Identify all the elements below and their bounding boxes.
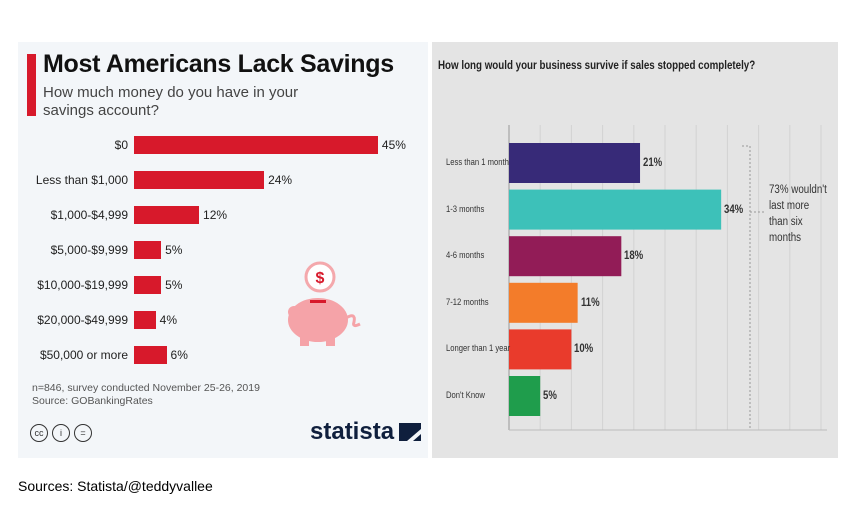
- bar: [509, 376, 541, 416]
- statista-logo: statista: [310, 418, 422, 446]
- annotation-bracket: [742, 145, 751, 430]
- value-label: 10%: [574, 341, 594, 356]
- value-label: 6%: [170, 348, 188, 362]
- category-label: $5,000-$9,999: [50, 243, 128, 257]
- category-label: Less than $1,000: [35, 173, 128, 187]
- value-label: 4%: [159, 313, 178, 327]
- value-label: 34%: [724, 201, 744, 216]
- chart-subtitle: How much money do you have in your savin…: [43, 84, 299, 119]
- savings-chart-panel: Most Americans Lack Savings How much mon…: [18, 42, 428, 458]
- statista-wordmark: statista: [310, 418, 395, 445]
- bar: [134, 241, 162, 259]
- chart-title: Most Americans Lack Savings: [43, 50, 394, 78]
- category-label: $1,000-$4,999: [50, 208, 128, 222]
- category-label: Less than 1 month: [446, 157, 509, 167]
- bar: [134, 136, 378, 154]
- value-label: 45%: [381, 138, 406, 152]
- bar: [134, 311, 156, 329]
- bar: [509, 329, 572, 370]
- value-label: 21%: [643, 155, 663, 169]
- bar: [134, 276, 162, 294]
- value-label: 24%: [268, 173, 293, 187]
- bar: [134, 171, 265, 189]
- cc-icon: cc: [30, 424, 48, 442]
- survey-note: n=846, survey conducted November 25-26, …: [32, 382, 260, 408]
- bar: [509, 236, 622, 277]
- business-survival-chart-panel: How long would your business survive if …: [432, 42, 838, 458]
- value-label: 18%: [624, 248, 644, 263]
- bar: [134, 206, 200, 224]
- license-icons: cc i =: [30, 424, 92, 442]
- value-label: 5%: [165, 243, 183, 257]
- svg-text:$: $: [316, 270, 325, 287]
- category-label: 4-6 months: [446, 250, 485, 261]
- category-label: 7-12 months: [446, 296, 489, 307]
- category-label: Don't Know: [446, 390, 485, 400]
- by-icon: i: [52, 424, 70, 442]
- bracket-annotation: 73% wouldn't last more than six months: [769, 184, 827, 244]
- category-label: $50,000 or more: [39, 348, 128, 362]
- survival-chart-plot: [508, 125, 827, 431]
- category-label: 1-3 months: [446, 203, 485, 214]
- category-label: $0: [114, 138, 128, 152]
- category-label: Longer than 1 year: [446, 343, 511, 354]
- statista-logo-icon: [399, 423, 422, 441]
- piggy-bank-dollar-icon: $: [288, 261, 361, 346]
- value-label: 11%: [580, 294, 600, 309]
- category-label: $10,000-$19,999: [37, 278, 128, 292]
- category-label: $20,000-$49,999: [37, 313, 128, 327]
- value-label: 5%: [165, 278, 183, 292]
- bar: [509, 189, 722, 230]
- nd-icon: =: [74, 424, 92, 442]
- sample-note: n=846, survey conducted November 25-26, …: [32, 382, 260, 394]
- title-accent-bar: [27, 54, 36, 116]
- chart-title: How long would your business survive if …: [438, 60, 756, 72]
- sources-caption: Sources: Statista/@teddyvallee: [18, 478, 213, 494]
- value-label: 12%: [203, 208, 228, 222]
- source-note: Source: GOBankingRates: [32, 395, 153, 407]
- bar: [134, 346, 167, 364]
- bar: [509, 282, 578, 323]
- bar: [509, 143, 641, 183]
- value-label: 5%: [543, 388, 558, 402]
